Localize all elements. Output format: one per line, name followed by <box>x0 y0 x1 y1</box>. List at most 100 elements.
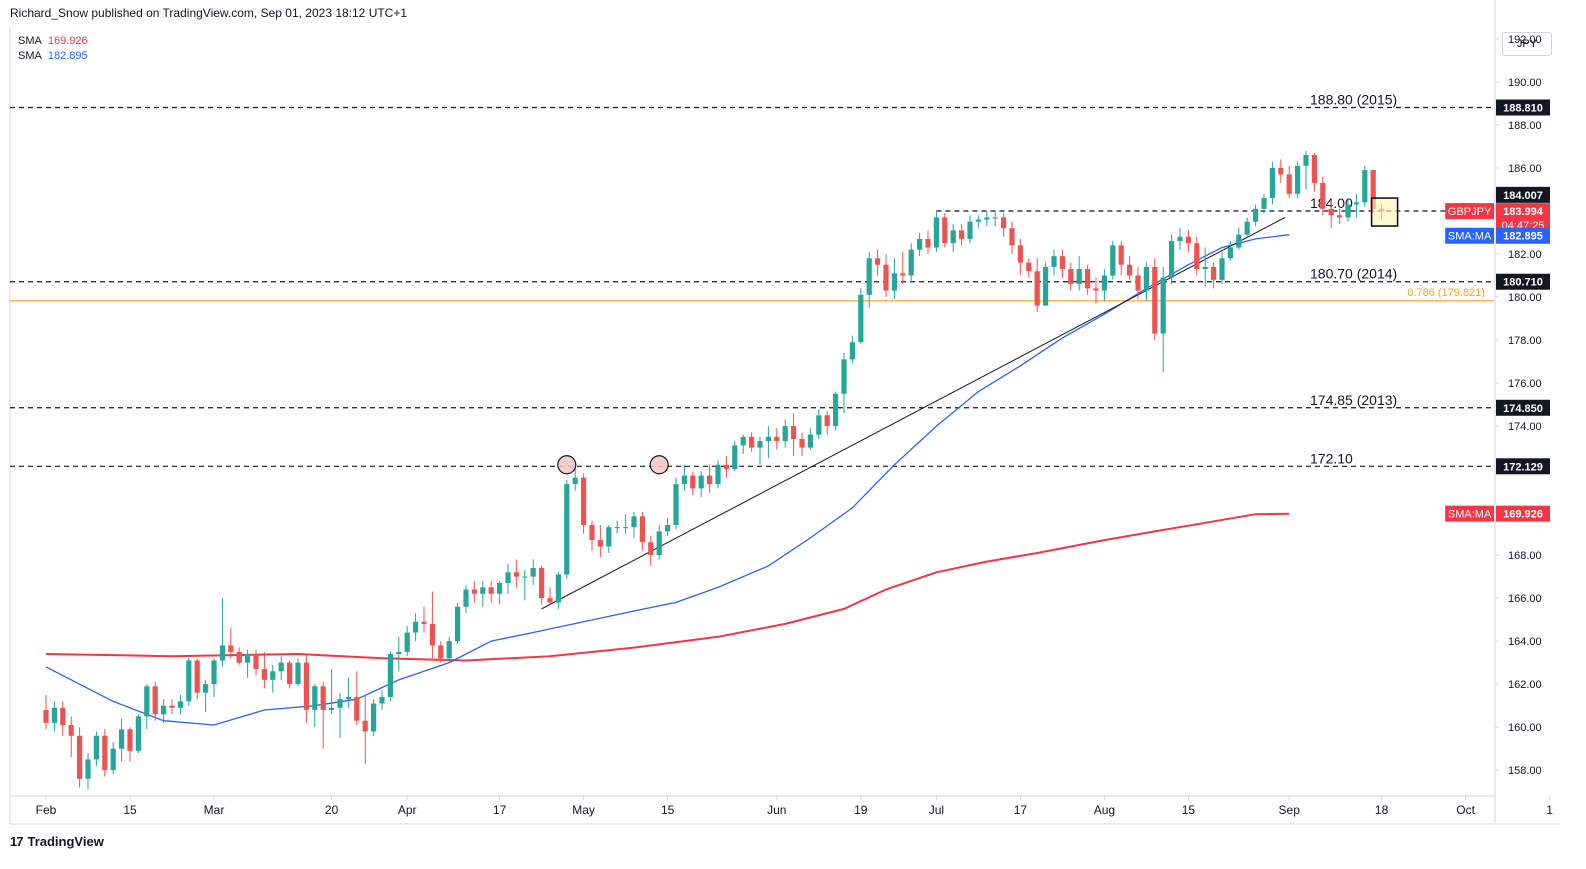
candle-body <box>732 445 738 470</box>
candle-body <box>287 662 293 685</box>
candle-body <box>43 709 49 723</box>
candle-body <box>555 574 561 603</box>
candle-body <box>119 729 125 749</box>
candle-body <box>1085 269 1091 289</box>
candle-body <box>715 464 721 485</box>
price-chart[interactable]: 158.00 160.00 162.00 164.00 166.00 168.00 17 0.… <box>0 0 1586 830</box>
x-tick-label: Oct <box>1456 803 1475 817</box>
candle-body <box>1311 155 1317 184</box>
candle-body <box>833 393 839 427</box>
candle-body <box>950 230 956 244</box>
x-tick-label: 15 <box>1182 803 1196 817</box>
candle-body <box>1135 275 1141 291</box>
candle-body <box>673 484 679 525</box>
candle-body <box>60 707 66 726</box>
candle-body <box>539 568 545 599</box>
candle-body <box>900 273 906 276</box>
candle-body <box>639 516 645 543</box>
series-label-tag <box>1445 505 1494 522</box>
candle-body <box>278 662 284 672</box>
candle-body <box>85 759 91 779</box>
candle-body <box>858 294 864 343</box>
candle-body <box>1345 204 1351 218</box>
footer-brand: 17 TradingView <box>10 834 104 849</box>
level-price-tag-text: 172.129 <box>1503 461 1543 473</box>
candle-body <box>203 684 209 693</box>
candle-body <box>1043 266 1049 306</box>
candle-body <box>177 701 183 708</box>
y-tick-label: 174.00 <box>1508 421 1542 433</box>
series-label-tag <box>1445 203 1494 220</box>
candle-body <box>1177 236 1183 242</box>
candle-body <box>547 598 553 603</box>
candle-body <box>144 686 150 717</box>
candle-body <box>648 542 654 556</box>
candle-body <box>1034 271 1040 306</box>
candle-body <box>581 477 587 525</box>
y-tick-label: 188.00 <box>1508 120 1542 132</box>
candle-body <box>463 589 469 607</box>
y-tick-label: 168.00 <box>1508 550 1542 562</box>
y-tick-label: 182.00 <box>1508 249 1542 261</box>
candle-body <box>1110 245 1116 276</box>
candle-body <box>152 686 158 715</box>
candle-body <box>127 729 133 751</box>
price-tag <box>1496 505 1550 522</box>
candle-body <box>320 686 326 710</box>
candle-body <box>925 238 931 248</box>
publisher-header: Richard_Snow published on TradingView.co… <box>10 6 408 20</box>
candle-body <box>329 707 335 710</box>
candle-body <box>488 587 494 594</box>
y-tick-label: 162.00 <box>1508 679 1542 691</box>
y-tick-label: 160.00 <box>1508 722 1542 734</box>
candle-body <box>1194 243 1200 270</box>
level-price-tag-text: 188.810 <box>1503 103 1543 115</box>
x-tick-label: Feb <box>36 803 57 817</box>
candle-body <box>782 426 788 442</box>
candle-body <box>1001 217 1007 229</box>
candle-body <box>631 516 637 528</box>
candle-body <box>1295 165 1301 194</box>
candle-body <box>1009 228 1015 246</box>
candle-body <box>169 705 175 708</box>
candle-body <box>875 258 881 265</box>
candle-body <box>438 645 444 659</box>
candle-body <box>480 587 486 594</box>
candle-body <box>1253 208 1259 222</box>
sma-200-line <box>45 512 1290 662</box>
level-label: 0.786 (179.821) <box>1407 287 1485 299</box>
candle-body <box>253 654 259 670</box>
legend-sma-50[interactable]: SMA 182.895 <box>18 49 88 64</box>
currency-button[interactable]: JPY <box>1502 32 1552 56</box>
price-tag-text: 183.994 <box>1503 206 1544 218</box>
level-label: 188.80 (2015) <box>1310 92 1397 108</box>
candle-body <box>816 415 822 435</box>
candle-body <box>93 735 99 760</box>
candle-body <box>799 438 805 448</box>
candle-body <box>135 716 141 751</box>
candle-body <box>404 632 410 652</box>
candle-body <box>1160 277 1166 334</box>
candle-body <box>606 527 612 547</box>
candle-body <box>1303 155 1309 166</box>
y-tick-label: 158.00 <box>1508 765 1542 777</box>
candle-body <box>362 720 368 732</box>
candle-body <box>597 540 603 547</box>
highlight-circle <box>557 455 577 475</box>
level-label: 180.70 (2014) <box>1310 266 1397 282</box>
price-tag-text: 169.926 <box>1503 509 1543 521</box>
x-tick-label: Sep <box>1279 803 1301 817</box>
highlight-circle <box>649 455 669 475</box>
candle-body <box>1202 266 1208 270</box>
candle-body <box>1227 247 1233 259</box>
legend-sma-200[interactable]: SMA 169.926 <box>18 34 88 49</box>
candle-body <box>917 238 923 250</box>
candle-body <box>186 660 192 702</box>
x-tick-label: Jul <box>929 803 944 817</box>
candle-body <box>1278 167 1284 175</box>
candle-body <box>614 527 620 529</box>
candle-body <box>354 697 360 721</box>
x-tick-label: 17 <box>493 803 507 817</box>
candle-body <box>992 217 998 219</box>
candle-body <box>245 654 251 663</box>
